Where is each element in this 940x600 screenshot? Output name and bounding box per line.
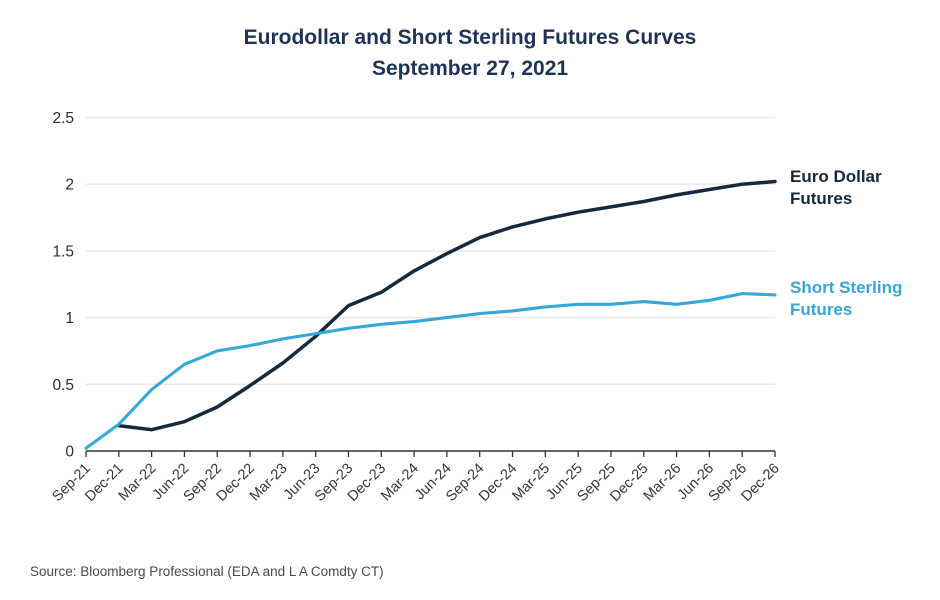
source-attribution: Source: Bloomberg Professional (EDA and … [30, 564, 384, 579]
y-tick-label: 0.5 [52, 377, 74, 394]
x-tick-label: Mar-25 [509, 461, 553, 505]
chart-title-block: Eurodollar and Short Sterling Futures Cu… [0, 22, 940, 84]
y-tick-label: 2 [65, 177, 74, 194]
y-tick-label: 0 [65, 444, 74, 461]
legend-short-sterling-futures: Short Sterling Futures [790, 278, 903, 319]
x-tick-label: Mar-24 [378, 461, 422, 505]
futures-curves-plot: Sep-21Dec-21Mar-22Jun-22Sep-22Dec-22Mar-… [49, 110, 782, 505]
y-tick-label: 1 [65, 310, 74, 327]
euro-dollar-futures-line [117, 179, 777, 432]
legend-euro-dollar-futures: Euro Dollar Futures [790, 167, 882, 208]
short-sterling-futures-line [84, 292, 777, 450]
y-tick-label: 1.5 [52, 243, 74, 260]
chart-subtitle: September 27, 2021 [371, 57, 569, 80]
x-tick-label: Mar-23 [247, 461, 291, 505]
y-tick-label: 2.5 [52, 110, 74, 127]
x-tick-label: Mar-26 [641, 461, 685, 505]
x-tick-label: Mar-22 [116, 461, 160, 505]
chart-title: Eurodollar and Short Sterling Futures Cu… [243, 26, 697, 49]
